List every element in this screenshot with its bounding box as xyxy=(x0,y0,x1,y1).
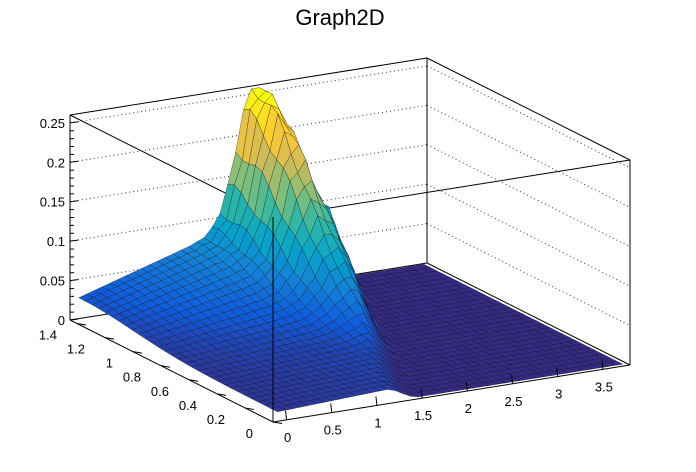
x-tick-label-1: 0.5 xyxy=(324,423,342,438)
z-major-tick-3 xyxy=(69,200,79,203)
y-tick-label-7: 1.4 xyxy=(39,328,57,343)
y-tick-label-0: 0 xyxy=(246,426,253,441)
y-tick-label-2: 0.4 xyxy=(179,398,197,413)
y-tick-label-4: 0.8 xyxy=(123,370,141,385)
z-axis-tick-labels: 0 0.05 0.1 0.15 0.2 0.25 xyxy=(40,116,65,328)
z-major-tick-0 xyxy=(69,318,79,321)
z-major-tick-1 xyxy=(69,279,79,282)
x-major-tick-1 xyxy=(330,403,333,413)
y-major-tick-5 xyxy=(132,351,143,354)
x-major-tick-6 xyxy=(556,367,559,377)
box-edge-floor-right xyxy=(426,262,631,366)
y-tick-label-1: 0.2 xyxy=(207,412,225,427)
z-tick-label-3: 0.15 xyxy=(40,195,65,210)
grid-line-right-z-3 xyxy=(426,144,631,248)
y-major-tick-3 xyxy=(188,379,199,382)
y-tick-label-3: 0.6 xyxy=(151,384,169,399)
x-tick-label-0: 0 xyxy=(284,430,291,445)
box-edge-floor-left xyxy=(69,319,274,423)
chart-title: Graph2D xyxy=(295,5,384,30)
z-major-tick-5 xyxy=(69,121,79,124)
y-major-tick-7 xyxy=(76,323,87,326)
x-tick-label-2: 1 xyxy=(374,415,381,430)
y-axis-tick-labels: 0 0.2 0.4 0.6 0.8 1 1.2 1.4 xyxy=(39,328,253,441)
grid-line-right-z-5 xyxy=(426,65,631,169)
box-edge-floor-front xyxy=(272,364,631,423)
y-tick-label-6: 1.2 xyxy=(67,342,85,357)
z-major-tick-4 xyxy=(69,160,79,163)
box-front-edges xyxy=(69,115,631,423)
grid-line-back-z-5 xyxy=(69,65,428,124)
z-tick-label-5: 0.25 xyxy=(40,116,65,131)
x-tick-label-7: 3.5 xyxy=(595,379,613,394)
x-major-tick-3 xyxy=(420,389,423,399)
surface-mesh xyxy=(78,87,624,412)
y-major-tick-4 xyxy=(160,365,171,368)
box-edge-top-front xyxy=(272,159,631,218)
z-tick-label-0: 0 xyxy=(58,313,65,328)
x-tick-label-6: 3 xyxy=(555,387,562,402)
x-major-tick-4 xyxy=(465,381,468,392)
x-tick-label-5: 2.5 xyxy=(504,394,522,409)
y-major-tick-6 xyxy=(104,337,115,340)
grid-line-right-z-4 xyxy=(426,104,631,208)
x-major-tick-7 xyxy=(601,360,604,370)
z-tick-label-2: 0.1 xyxy=(47,234,65,249)
axis-ticks xyxy=(69,121,604,424)
x-tick-label-3: 1.5 xyxy=(414,408,432,423)
x-axis-tick-labels: 0 0.5 1 1.5 2 2.5 3 3.5 xyxy=(284,379,613,445)
x-tick-label-4: 2 xyxy=(465,401,472,416)
x-major-tick-0 xyxy=(285,410,288,420)
y-major-tick-1 xyxy=(244,407,255,410)
x-major-tick-2 xyxy=(375,396,378,406)
box-back-edges xyxy=(69,57,631,366)
y-major-tick-0 xyxy=(272,421,283,424)
z-major-tick-2 xyxy=(69,239,79,242)
z-tick-label-4: 0.2 xyxy=(47,155,65,170)
y-tick-label-5: 1 xyxy=(106,356,113,371)
x-major-tick-5 xyxy=(511,374,514,384)
box-edge-top-back xyxy=(69,57,428,116)
box-edge-top-right xyxy=(426,57,631,161)
z-tick-label-1: 0.05 xyxy=(40,274,65,289)
grid-line-right-z-2 xyxy=(426,183,631,287)
y-major-tick-2 xyxy=(216,393,227,396)
